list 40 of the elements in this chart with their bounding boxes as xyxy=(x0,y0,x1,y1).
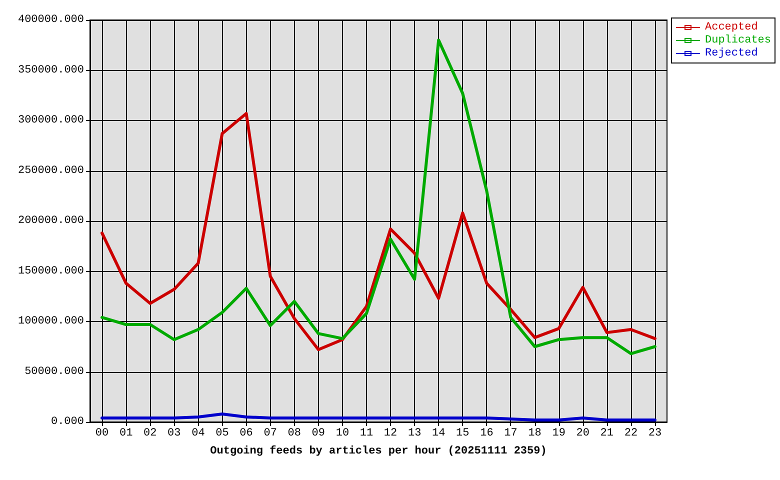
y-tick-label: 300000.000 xyxy=(18,114,84,126)
x-tick-label: 05 xyxy=(216,428,229,440)
legend-label: Accepted xyxy=(704,22,758,34)
x-tick-label: 18 xyxy=(528,428,542,440)
x-axis-title: Outgoing feeds by articles per hour (20251111 2359) xyxy=(210,444,547,458)
x-tick-label: 14 xyxy=(432,428,446,440)
x-tick-label: 00 xyxy=(95,428,109,440)
x-tick-label: 06 xyxy=(240,428,253,440)
x-tick-label: 08 xyxy=(288,428,301,440)
x-tick-label: 22 xyxy=(624,428,638,440)
y-tick-label: 400000.000 xyxy=(18,14,84,26)
x-tick-label: 16 xyxy=(480,428,494,440)
x-tick-label: 17 xyxy=(504,428,518,440)
y-tick-label: 0.000 xyxy=(50,416,84,428)
legend-label: Duplicates xyxy=(704,34,772,46)
x-tick-label: 04 xyxy=(192,428,206,440)
x-tick-label: 01 xyxy=(119,428,134,440)
line-series xyxy=(100,38,656,356)
x-tick-label: 13 xyxy=(408,428,422,440)
y-tick-label: 150000.000 xyxy=(18,265,84,278)
x-tick-label: 10 xyxy=(336,428,350,440)
x-tick-label: 19 xyxy=(552,428,566,440)
y-tick-label: 50000.000 xyxy=(24,366,84,378)
y-tick-label: 350000.000 xyxy=(18,64,84,76)
x-tick-label: 03 xyxy=(168,428,181,440)
x-tick-label: 11 xyxy=(360,428,374,440)
x-tick-label: 15 xyxy=(456,428,470,440)
line-series xyxy=(100,412,656,422)
x-tick-label: 09 xyxy=(312,428,325,440)
x-tick-label: 21 xyxy=(600,428,614,440)
y-tick-label: 200000.000 xyxy=(18,215,84,227)
x-tick-label: 07 xyxy=(264,428,277,440)
line-series xyxy=(100,112,656,352)
x-tick-label: 12 xyxy=(384,428,398,440)
y-tick-label: 250000.000 xyxy=(18,164,84,177)
x-tick-label: 23 xyxy=(648,428,662,440)
x-tick-label: 20 xyxy=(576,428,590,440)
legend-label: Rejected xyxy=(704,48,758,60)
y-tick-label: 100000.000 xyxy=(18,316,84,328)
x-tick-label: 02 xyxy=(144,428,157,440)
